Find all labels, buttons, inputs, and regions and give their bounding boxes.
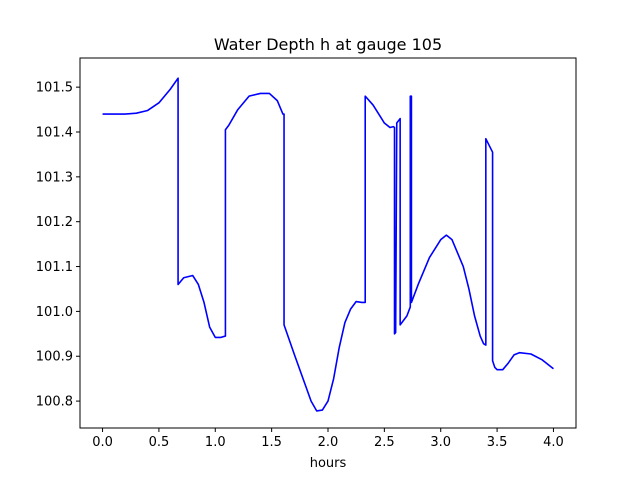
x-tick-label: 3.5 bbox=[487, 435, 508, 450]
plot-frame bbox=[79, 57, 577, 429]
y-tick-label: 101.5 bbox=[36, 81, 73, 96]
x-tick-label: 0.5 bbox=[149, 435, 170, 450]
y-tick-label: 101.4 bbox=[36, 126, 73, 141]
y-tick-label: 101.1 bbox=[36, 260, 73, 275]
x-tick-label: 2.5 bbox=[374, 435, 395, 450]
x-tick-label: 2.0 bbox=[318, 435, 339, 450]
x-tick-label: 4.0 bbox=[543, 435, 564, 450]
y-tick-label: 100.8 bbox=[36, 395, 73, 410]
x-tick-label: 1.0 bbox=[205, 435, 226, 450]
y-tick-label: 100.9 bbox=[36, 350, 73, 365]
y-axis: 100.8 100.9 101.0 101.1 101.2 101.3 101.4 101.5 bbox=[36, 81, 80, 410]
chart-title: Water Depth h at gauge 105 bbox=[214, 35, 442, 54]
x-axis: 0.0 0.5 1.0 1.5 2.0 2.5 3.0 3.5 4.0 bbox=[92, 428, 564, 450]
y-tick-label: 101.2 bbox=[36, 215, 73, 230]
y-tick-label: 101.3 bbox=[36, 170, 73, 185]
x-tick-label: 0.0 bbox=[92, 435, 113, 450]
x-axis-title: hours bbox=[310, 456, 347, 471]
series-line bbox=[102, 77, 554, 412]
y-tick-label: 101.0 bbox=[36, 305, 73, 320]
x-tick-label: 1.5 bbox=[261, 435, 282, 450]
x-tick-label: 3.0 bbox=[430, 435, 451, 450]
